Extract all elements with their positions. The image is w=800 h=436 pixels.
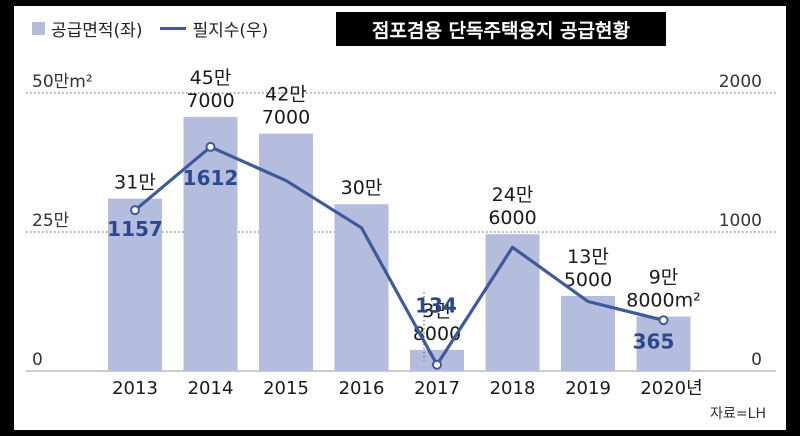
x-axis-tick-label: 2015 [263,378,309,399]
bar-value-label: 6000 [488,207,536,229]
left-axis-tick-label: 50만m² [32,72,93,92]
right-axis-tick-label: 1000 [719,211,762,231]
line-value-label: 134 [415,294,457,318]
bar [259,133,313,371]
legend-item-bar: 공급면적(좌) [32,16,142,41]
left-axis-tick-label: 25만 [32,211,70,231]
bar-value-label: 9만 [649,267,679,289]
right-axis-tick-label: 2000 [719,72,762,92]
bar [334,204,389,371]
line-value-label: 365 [633,329,675,353]
bar-value-label: 45만 [190,67,232,89]
x-axis-tick-label: 2019 [565,378,611,399]
x-axis-tick-label: 2014 [188,378,234,399]
bar-value-label: 13만 [567,246,609,268]
x-axis-tick-label: 2013 [112,378,158,399]
bar-value-label: 30만 [341,177,383,199]
bar-value-label: 31만 [114,172,156,194]
x-axis-tick-label: 2018 [490,378,536,399]
line-value-label: 1612 [183,166,239,190]
x-axis-tick-label: 2016 [339,378,385,399]
bar [485,234,540,371]
line-point [205,141,216,152]
legend-bar-swatch [32,22,45,35]
line-value-label: 1157 [107,217,163,241]
legend-bar-label: 공급면적(좌) [51,21,143,41]
legend-item-line: 필지수(우) [160,16,268,41]
bar [183,116,238,372]
chart-frame: 공급면적(좌) 필지수(우) 점포겸용 단독주택용지 공급현황 0 25만 50만m… [14,6,786,430]
bar-value-label: 7000 [262,107,310,129]
source-note: 자료=LH [710,406,766,422]
bar-value-label: 24만 [492,184,534,206]
line-point [432,359,442,370]
bar-value-label: 8000 [413,323,461,345]
bar-value-label: 7000 [186,90,234,112]
line-series [133,145,664,367]
bar [108,198,162,371]
bar-value-label: 3만 [422,300,452,322]
bar-value-label: 42만 [265,84,307,106]
bar-value-label: 5000 [564,269,612,291]
x-axis-tick-label: 2020년 [640,378,702,399]
legend-line-swatch [160,27,187,30]
chart-title: 점포겸용 단독주택용지 공급현황 [336,12,666,46]
line-point [658,315,669,326]
legend-line-label: 필지수(우) [192,21,269,41]
right-axis-tick-label: 0 [751,350,762,370]
legend: 공급면적(좌) 필지수(우) [32,16,268,41]
bar-value-label: 8000m² [626,290,700,312]
left-axis-tick-label: 0 [32,350,43,370]
bar [636,316,691,371]
bar [561,295,615,371]
line-point [130,205,140,216]
x-axis-tick-label: 2017 [414,378,460,399]
